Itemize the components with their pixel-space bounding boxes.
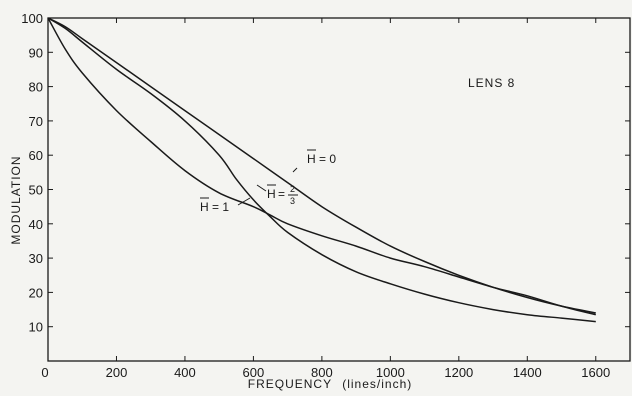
- y-tick-label-40: 40: [29, 217, 43, 232]
- annotation-h1-value: = 1: [212, 200, 229, 214]
- y-tick-label-80: 80: [29, 80, 43, 95]
- y-axis-title: MODULATION: [9, 155, 23, 244]
- annotation-h1-symbol: H: [200, 200, 209, 214]
- y-tick-label-20: 20: [29, 285, 43, 300]
- annotation-h1: H = 1: [200, 197, 251, 214]
- y-tick-label-70: 70: [29, 114, 43, 129]
- y-tick-label-10: 10: [29, 320, 43, 335]
- axes: [47, 17, 631, 362]
- x-tick-label-1200: 1200: [444, 365, 473, 380]
- plot-frame: [47, 17, 631, 362]
- y-axis-ticks: 10 20 30 40 50 60 70 80 90 100: [21, 11, 630, 335]
- annotation-h0-symbol: H: [307, 152, 316, 166]
- annotation-h23-den: 3: [290, 196, 295, 206]
- y-tick-label-50: 50: [29, 183, 43, 198]
- x-axis-title-units: (lines/inch): [342, 377, 412, 391]
- x-axis-title: FREQUENCY (lines/inch): [248, 377, 413, 391]
- series-line-1: [47, 17, 596, 323]
- annotation-h0-leader: [292, 167, 298, 173]
- annotation-h0-value: = 0: [319, 152, 336, 166]
- series-line-2: [47, 17, 596, 316]
- x-tick-label-1600: 1600: [581, 365, 610, 380]
- x-axis-title-main: FREQUENCY: [248, 377, 332, 391]
- x-tick-label-400: 400: [174, 365, 196, 380]
- x-tick-label-600: 600: [243, 365, 265, 380]
- annotation-h23-symbol: H: [267, 187, 276, 201]
- annotation-h23: H = 2 3: [256, 184, 298, 206]
- x-tick-label-800: 800: [311, 365, 333, 380]
- annotation-h0: H = 0: [292, 149, 336, 173]
- annotation-h23-num: 2: [290, 184, 295, 194]
- y-tick-label-30: 30: [29, 251, 43, 266]
- annotation-h1-leader: [237, 197, 251, 206]
- chart-title: LENS 8: [468, 76, 515, 90]
- x-tick-label-200: 200: [106, 365, 128, 380]
- y-tick-label-100: 100: [21, 11, 43, 26]
- annotation-h23-leader: [256, 184, 267, 192]
- y-tick-label-90: 90: [29, 45, 43, 60]
- curves: [47, 17, 596, 323]
- x-tick-label-0: 0: [41, 365, 48, 380]
- y-tick-label-60: 60: [29, 148, 43, 163]
- x-axis-ticks: 0 200 400 600 800 1000 1200 1400 1600: [41, 18, 610, 380]
- x-tick-label-1400: 1400: [513, 365, 542, 380]
- x-tick-label-1000: 1000: [376, 365, 405, 380]
- annotation-h23-eq: =: [278, 187, 285, 201]
